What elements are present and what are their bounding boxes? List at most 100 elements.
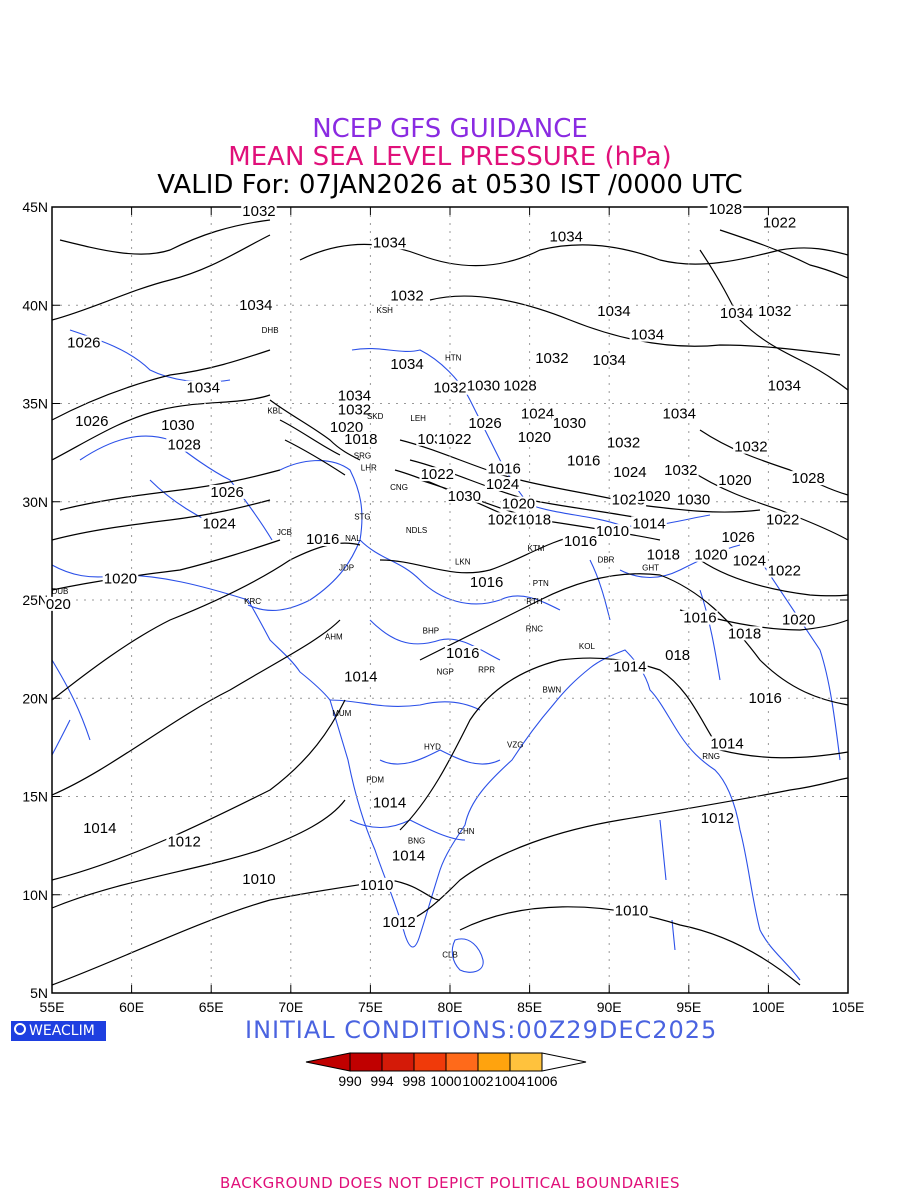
contour-label: 1016 — [749, 690, 782, 707]
contour-label: 1012 — [701, 810, 734, 827]
contour-label: 1020 — [637, 488, 670, 505]
station-label: DUB — [52, 587, 69, 596]
contour-label-bg — [629, 327, 666, 342]
contour-label: 1016 — [470, 574, 503, 591]
contour-label: 1016 — [487, 460, 520, 477]
station-label: KSH — [377, 306, 394, 315]
colorbar-tick-label: 1004 — [494, 1073, 525, 1089]
contour-label: 1034 — [373, 234, 406, 251]
station-label: NGP — [437, 668, 454, 677]
contour-label-bg — [166, 437, 202, 452]
contour-label-bg — [605, 435, 642, 450]
station-labels: KSH DHB HTN KBL SKD LEH SRG LHR CNG STG NDLS JCB NAL… — [52, 306, 720, 960]
station-label: RTH — [526, 597, 543, 606]
contour-label: 1032 — [535, 350, 568, 367]
contour-label: 1028 — [503, 378, 536, 395]
station-label: RNG — [702, 752, 720, 761]
footer-disclaimer: BACKGROUND DOES NOT DEPICT POLITICAL BOU… — [220, 1174, 680, 1192]
title-model: NCEP GFS GUIDANCE — [312, 114, 588, 144]
isobar-1026-1028 — [51, 349, 271, 461]
contour-label: 1020 — [502, 496, 535, 513]
contour-label: 1032 — [734, 439, 767, 456]
contour-label: 1020 — [104, 570, 137, 587]
station-label: SRG — [354, 452, 371, 461]
contour-label: 1032 — [664, 462, 697, 479]
weaclim-logo[interactable]: WEACLIM — [11, 1021, 106, 1041]
contour-label: 1018 — [647, 547, 680, 564]
contour-label-bg — [237, 298, 274, 313]
contour-label: 1012 — [382, 914, 415, 931]
station-label: VZG — [507, 740, 523, 749]
station-label: STG — [354, 512, 370, 521]
contour-label-bg — [74, 414, 110, 429]
lon-label: 55E — [40, 999, 65, 1015]
contour-label-bg — [371, 235, 408, 250]
contour-label-bg — [790, 471, 826, 486]
contour-label-bg — [682, 610, 718, 625]
station-label: SKD — [367, 412, 384, 421]
contour-label: 1024 — [613, 464, 646, 481]
contour-label: 1024 — [521, 405, 554, 422]
station-label: GHT — [642, 564, 659, 573]
contour-label: 1030 — [467, 378, 500, 395]
title-field: MEAN SEA LEVEL PRESSURE (hPa) — [228, 142, 672, 172]
arabian-coast — [51, 659, 91, 756]
contour-label-bg — [664, 647, 692, 662]
contour-label: 1030 — [677, 492, 710, 509]
contour-label-bg — [661, 406, 698, 421]
colorbar: 990 994 998 1000 1002 1004 1006 — [305, 1052, 587, 1089]
lon-label: 60E — [119, 999, 144, 1015]
contour-label: 018 — [665, 647, 690, 664]
contour-label-bg — [343, 669, 379, 684]
contour-label: 1016 — [567, 452, 600, 469]
isobar-1010-west — [51, 799, 346, 909]
contour-label-bg — [534, 351, 570, 366]
contour-label-bg — [500, 496, 537, 511]
contour-label-bg — [390, 848, 427, 863]
contour-label-bg — [591, 353, 627, 368]
lat-label: 45N — [22, 199, 48, 215]
station-label: KTM — [528, 544, 545, 553]
contour-label-bg — [675, 492, 712, 507]
contour-label-bg — [733, 439, 769, 454]
contour-label-bg — [336, 402, 373, 417]
isobar-1014 — [51, 619, 849, 831]
contour-label: 1010 — [242, 871, 275, 888]
isobar-1022-1024 — [51, 469, 281, 541]
contour-label-bg — [731, 553, 768, 568]
station-label: CNG — [390, 483, 408, 492]
weaclim-logo-label: WEACLIM — [29, 1023, 95, 1039]
lat-label: 10N — [22, 887, 48, 903]
contour-label-bg — [699, 811, 736, 826]
lon-label: 80E — [438, 999, 463, 1015]
contour-label-bg — [336, 388, 373, 403]
contour-label-bg — [468, 575, 505, 590]
isobar-1016 — [51, 542, 849, 706]
contour-label-bg — [565, 453, 602, 468]
northeast-boundaries — [589, 544, 841, 761]
contour-label: 1032 — [607, 435, 640, 452]
contour-label: 1034 — [597, 303, 630, 320]
lat-label: 20N — [22, 690, 48, 706]
contour-label: 1026 — [487, 511, 520, 528]
isobar-1030-1032 — [51, 219, 271, 321]
contour-label-bg — [756, 304, 793, 319]
contour-label: 1016 — [306, 531, 339, 548]
contour-label: 1030 — [448, 488, 481, 505]
colorbar-box — [509, 1052, 543, 1072]
lat-label: 15N — [22, 789, 48, 805]
station-label: JDP — [339, 564, 354, 573]
contour-label: 1030 — [553, 415, 586, 432]
contour-label: 1012 — [167, 834, 200, 851]
contour-label-bg — [631, 516, 667, 531]
isobar-east-box — [689, 429, 849, 541]
contour-label-bg — [467, 416, 503, 431]
contour-label-bg — [562, 533, 599, 548]
contour-label: 1028 — [167, 437, 200, 454]
contour-label: 1034 — [631, 327, 664, 344]
contour-label: 1010 — [615, 902, 648, 919]
contour-label: 1014 — [83, 820, 116, 837]
station-label: RPR — [478, 666, 495, 675]
contour-label-bg — [81, 820, 118, 835]
